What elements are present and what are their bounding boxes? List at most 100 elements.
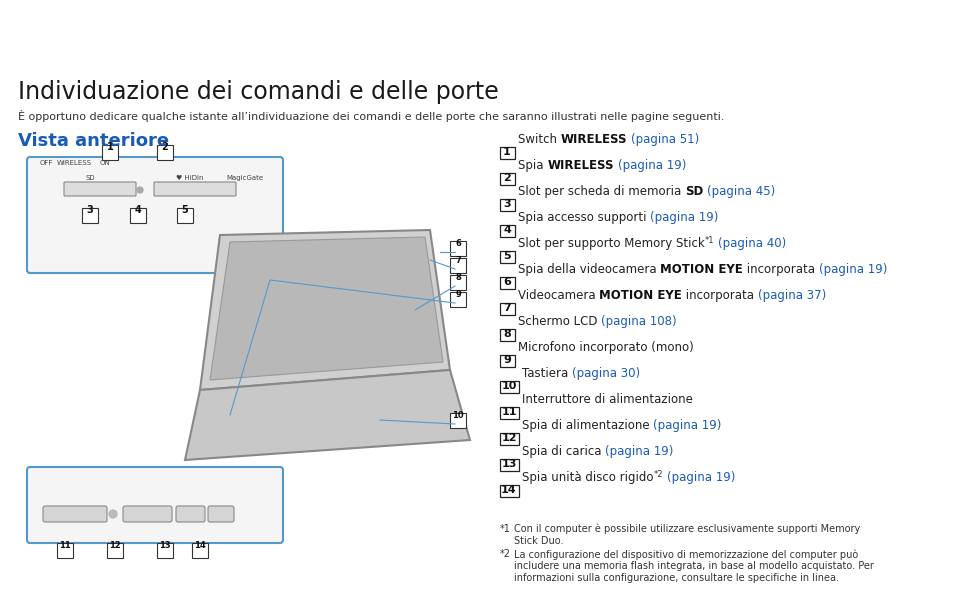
Text: (pagina 37): (pagina 37) — [757, 289, 827, 302]
Text: 8: 8 — [503, 329, 511, 339]
Text: Guida introduttiva: Guida introduttiva — [848, 34, 960, 47]
FancyBboxPatch shape — [154, 182, 236, 196]
Text: ◄: ◄ — [870, 15, 885, 29]
Text: 4: 4 — [134, 205, 141, 215]
Text: Spia di alimentazione: Spia di alimentazione — [522, 419, 654, 432]
FancyBboxPatch shape — [499, 484, 518, 497]
Text: La configurazione del dispositivo di memorizzazione del computer può
includere u: La configurazione del dispositivo di mem… — [514, 549, 874, 583]
Text: 12: 12 — [109, 541, 121, 550]
FancyBboxPatch shape — [102, 145, 118, 160]
Text: 1: 1 — [503, 147, 511, 157]
FancyBboxPatch shape — [177, 208, 193, 223]
Text: 3: 3 — [503, 199, 511, 209]
FancyBboxPatch shape — [499, 458, 518, 471]
FancyBboxPatch shape — [450, 275, 466, 290]
FancyBboxPatch shape — [450, 258, 466, 273]
Text: (pagina 19): (pagina 19) — [654, 419, 722, 432]
Text: ♥ HiDin: ♥ HiDin — [177, 175, 204, 181]
Text: Interruttore di alimentazione: Interruttore di alimentazione — [522, 393, 693, 406]
Text: (pagina 19): (pagina 19) — [617, 159, 685, 172]
Text: Individuazione dei comandi e delle porte: Individuazione dei comandi e delle porte — [18, 80, 499, 104]
Text: Schermo LCD: Schermo LCD — [518, 315, 601, 328]
Text: incorporata: incorporata — [683, 289, 757, 302]
Text: Tastiera: Tastiera — [522, 367, 572, 380]
FancyBboxPatch shape — [450, 292, 466, 307]
FancyBboxPatch shape — [499, 172, 515, 185]
Text: Slot per supporto Memory Stick: Slot per supporto Memory Stick — [518, 237, 705, 250]
FancyBboxPatch shape — [107, 543, 123, 558]
Text: *1: *1 — [705, 236, 714, 245]
Text: *1: *1 — [500, 524, 511, 534]
Text: (pagina 19): (pagina 19) — [667, 471, 735, 484]
FancyBboxPatch shape — [57, 543, 73, 558]
Text: 14: 14 — [501, 485, 516, 495]
Text: WIRELESS: WIRELESS — [57, 160, 92, 166]
Text: Spia di carica: Spia di carica — [522, 445, 605, 458]
Text: 2: 2 — [161, 142, 168, 152]
Text: (pagina 45): (pagina 45) — [707, 185, 776, 198]
Text: Switch: Switch — [518, 133, 561, 146]
Text: 8: 8 — [455, 273, 461, 282]
FancyBboxPatch shape — [27, 157, 283, 273]
Text: incorporata: incorporata — [743, 263, 819, 276]
Text: 9: 9 — [503, 355, 511, 365]
Polygon shape — [185, 370, 470, 460]
Text: 11: 11 — [60, 541, 71, 550]
Text: VAIO: VAIO — [18, 18, 85, 42]
Text: WIRELESS: WIRELESS — [547, 159, 613, 172]
Text: Vista anteriore: Vista anteriore — [18, 132, 169, 150]
Text: 5: 5 — [181, 205, 188, 215]
Text: 13: 13 — [159, 541, 171, 550]
FancyBboxPatch shape — [499, 224, 515, 236]
FancyBboxPatch shape — [450, 241, 466, 256]
Text: 11: 11 — [501, 407, 516, 417]
Text: 5: 5 — [503, 251, 511, 261]
FancyBboxPatch shape — [208, 506, 234, 522]
Text: MagicGate: MagicGate — [227, 175, 264, 181]
Text: *2: *2 — [500, 549, 511, 559]
Text: SD: SD — [685, 185, 704, 198]
Text: 3: 3 — [86, 205, 93, 215]
Text: Videocamera: Videocamera — [518, 289, 599, 302]
Text: OFF: OFF — [40, 160, 54, 166]
Text: (pagina 19): (pagina 19) — [819, 263, 887, 276]
Text: 14: 14 — [880, 15, 900, 29]
Text: (pagina 30): (pagina 30) — [572, 367, 640, 380]
Text: 12: 12 — [501, 433, 516, 443]
Text: 10: 10 — [501, 381, 516, 391]
Text: MOTION EYE: MOTION EYE — [599, 289, 683, 302]
FancyBboxPatch shape — [499, 407, 518, 419]
FancyBboxPatch shape — [130, 208, 146, 223]
FancyBboxPatch shape — [157, 145, 173, 160]
FancyBboxPatch shape — [499, 146, 515, 159]
FancyBboxPatch shape — [157, 543, 173, 558]
Text: 10: 10 — [452, 411, 464, 420]
Text: ►: ► — [895, 15, 910, 29]
Text: (pagina 40): (pagina 40) — [718, 237, 786, 250]
Text: SD: SD — [85, 175, 95, 181]
Text: 13: 13 — [501, 459, 516, 469]
Text: 9: 9 — [455, 290, 461, 299]
FancyBboxPatch shape — [43, 506, 107, 522]
Text: È opportuno dedicare qualche istante all’individuazione dei comandi e delle port: È opportuno dedicare qualche istante all… — [18, 110, 725, 122]
Text: Spia accesso supporti: Spia accesso supporti — [518, 211, 650, 224]
FancyBboxPatch shape — [27, 467, 283, 543]
Polygon shape — [210, 237, 443, 380]
Text: 7: 7 — [503, 303, 511, 313]
Text: Slot per scheda di memoria: Slot per scheda di memoria — [518, 185, 685, 198]
Text: 6: 6 — [503, 277, 511, 287]
Text: 4: 4 — [503, 225, 511, 235]
Text: ON: ON — [100, 160, 110, 166]
Text: 2: 2 — [503, 173, 511, 183]
FancyBboxPatch shape — [64, 182, 136, 196]
Circle shape — [109, 510, 117, 518]
Text: 1: 1 — [107, 142, 113, 152]
FancyBboxPatch shape — [499, 329, 515, 340]
Text: WIRELESS: WIRELESS — [561, 133, 627, 146]
FancyBboxPatch shape — [499, 276, 515, 288]
Text: Microfono incorporato (mono): Microfono incorporato (mono) — [518, 341, 694, 354]
Text: MOTION EYE: MOTION EYE — [660, 263, 743, 276]
Text: 6: 6 — [455, 239, 461, 248]
FancyBboxPatch shape — [176, 506, 205, 522]
FancyBboxPatch shape — [192, 543, 208, 558]
